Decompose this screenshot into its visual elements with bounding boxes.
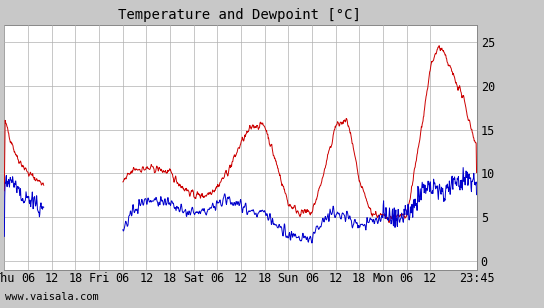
Text: Temperature and Dewpoint [°C]: Temperature and Dewpoint [°C] (118, 8, 361, 22)
Text: www.vaisala.com: www.vaisala.com (5, 292, 99, 302)
